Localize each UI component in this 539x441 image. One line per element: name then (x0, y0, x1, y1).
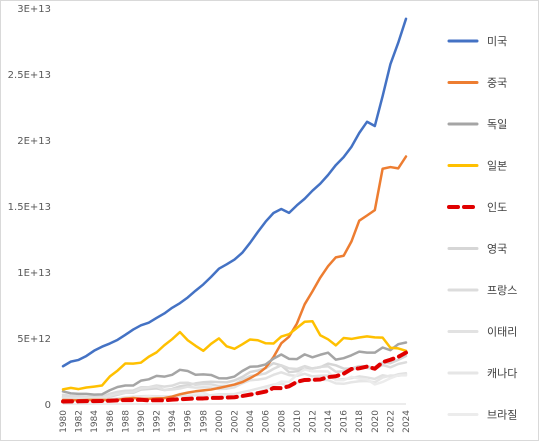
legend-label: 영국 (487, 243, 507, 256)
legend-label: 독일 (487, 117, 507, 131)
x-tick-label: 2020 (371, 410, 381, 433)
x-tick-label: 1998 (199, 410, 209, 433)
legend-label: 미국 (487, 35, 507, 48)
legend-label: 인도 (487, 201, 507, 214)
x-tick-label: 2006 (262, 410, 272, 433)
x-tick-label: 1996 (184, 410, 194, 433)
x-tick-label: 2022 (386, 410, 396, 433)
x-tick-label: 2004 (246, 410, 256, 433)
legend-label: 캐나다 (487, 367, 517, 380)
y-tick-label: 3E+13 (17, 4, 51, 15)
series-line-2 (61, 155, 408, 402)
x-tick-label: 2016 (340, 410, 350, 433)
x-tick-label: 2018 (355, 410, 365, 433)
x-tick-label: 2010 (293, 410, 303, 433)
y-tick-label: 2.5E+13 (8, 70, 51, 81)
x-tick-label: 1980 (59, 410, 69, 433)
legend-label: 중국 (487, 77, 507, 90)
x-tick-label: 2002 (231, 410, 241, 433)
y-tick-label: 2E+13 (17, 136, 51, 147)
axis-layer: 0 5E+12 1E+13 1.5E+13 2E+13 2.5E+13 3E+13 1980 1… (8, 4, 412, 433)
x-tick-label: 1992 (153, 410, 163, 433)
y-tick-label: 5E+12 (17, 334, 51, 345)
legend-label: 브라질 (487, 409, 517, 422)
x-tick-label: 1986 (106, 410, 116, 433)
y-tick-label: 0 (45, 400, 51, 411)
x-tick-label: 2014 (324, 410, 334, 433)
x-tick-label: 2000 (215, 410, 225, 433)
x-tick-label: 2012 (308, 410, 318, 433)
x-tick-label: 1982 (75, 410, 85, 433)
series-layer (61, 17, 408, 404)
series-line-4 (61, 319, 408, 391)
x-tick-label: 2008 (277, 410, 287, 433)
x-tick-label: 1984 (90, 410, 100, 433)
legend-label: 프랑스 (487, 284, 517, 297)
series-line-1 (61, 17, 408, 368)
series-line-3 (61, 341, 408, 396)
legend-label: 일본 (487, 159, 507, 173)
series-line-5 (61, 350, 408, 404)
legend-label: 이태리 (487, 326, 517, 339)
x-tick-label: 1988 (121, 410, 131, 433)
y-tick-label: 1E+13 (17, 268, 51, 279)
x-tick-label: 2024 (402, 410, 412, 433)
y-tick-label: 1.5E+13 (8, 202, 51, 213)
series-line-9 (61, 373, 408, 402)
x-tick-label: 1990 (137, 410, 147, 433)
x-tick-label: 1994 (168, 410, 178, 433)
